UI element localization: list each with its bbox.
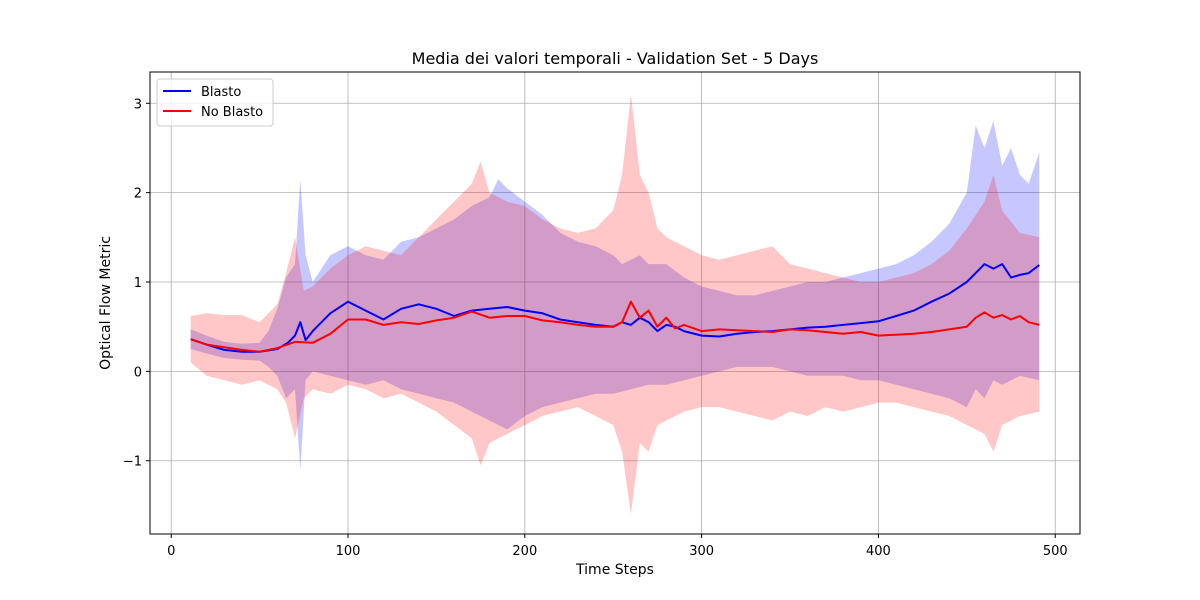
grid-lines xyxy=(150,72,1080,534)
band-blasto xyxy=(190,121,1040,470)
legend: Blasto No Blasto xyxy=(156,78,274,127)
band-no-blasto xyxy=(190,94,1040,515)
plot-frame xyxy=(149,71,1081,535)
y-axis-ticks: −1 0 1 2 3 xyxy=(123,97,150,470)
x-tick-label: 200 xyxy=(512,544,537,559)
y-tick-label: −1 xyxy=(123,455,142,470)
x-tick-label: 500 xyxy=(1043,544,1068,559)
y-axis-label: Optical Flow Metric xyxy=(98,236,114,370)
y-tick-label: 1 xyxy=(134,276,142,291)
mean-line-blasto xyxy=(190,263,1040,353)
x-axis-ticks: 0 100 200 300 400 500 xyxy=(167,534,1068,559)
mean-lines xyxy=(190,263,1040,353)
x-tick-label: 0 xyxy=(167,544,175,559)
chart-title: Media dei valori temporali - Validation … xyxy=(412,49,819,68)
x-tick-label: 300 xyxy=(689,544,714,559)
x-tick-label: 400 xyxy=(866,544,891,559)
y-tick-label: 2 xyxy=(134,187,142,202)
legend-label-no-blasto: No Blasto xyxy=(201,105,263,120)
legend-label-blasto: Blasto xyxy=(201,85,241,100)
y-tick-label: 0 xyxy=(134,365,142,380)
x-tick-label: 100 xyxy=(336,544,361,559)
y-tick-label: 3 xyxy=(134,97,142,112)
confidence-bands xyxy=(190,94,1040,515)
x-axis-label: Time Steps xyxy=(575,562,654,578)
mean-line-no-blasto xyxy=(190,300,1040,353)
